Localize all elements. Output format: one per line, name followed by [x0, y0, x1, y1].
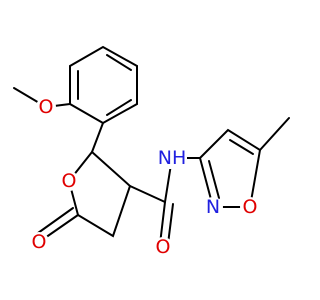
label-bg: [59, 171, 79, 191]
double-bond: [208, 160, 220, 199]
atom-label: O: [32, 231, 47, 253]
atom-label: N: [206, 196, 220, 218]
label-bg: [240, 197, 260, 217]
double-bond: [229, 139, 254, 155]
benzene-ring: [69, 45, 138, 125]
atom-label: O: [39, 96, 54, 118]
bond: [259, 117, 290, 151]
atom-labels: O O O O NH N O: [29, 96, 260, 258]
bond: [129, 185, 166, 203]
lactone-ring: [67, 151, 132, 238]
structure: O O O O NH N O: [13, 45, 290, 258]
label-bg: [157, 147, 187, 169]
label-bg: [36, 97, 56, 117]
atom-label: NH: [158, 147, 187, 169]
double-bond: [37, 207, 74, 234]
bond: [159, 201, 166, 245]
atom-label: O: [62, 170, 77, 192]
label-bg: [203, 197, 223, 217]
atom-label: O: [243, 196, 258, 218]
label-bg: [153, 237, 173, 257]
bond: [91, 122, 104, 153]
label-bg: [29, 232, 49, 252]
double-bond: [167, 203, 174, 245]
double-bond: [106, 54, 132, 71]
atom-label: O: [156, 236, 171, 258]
bond: [41, 214, 79, 241]
double-bond: [106, 99, 132, 116]
